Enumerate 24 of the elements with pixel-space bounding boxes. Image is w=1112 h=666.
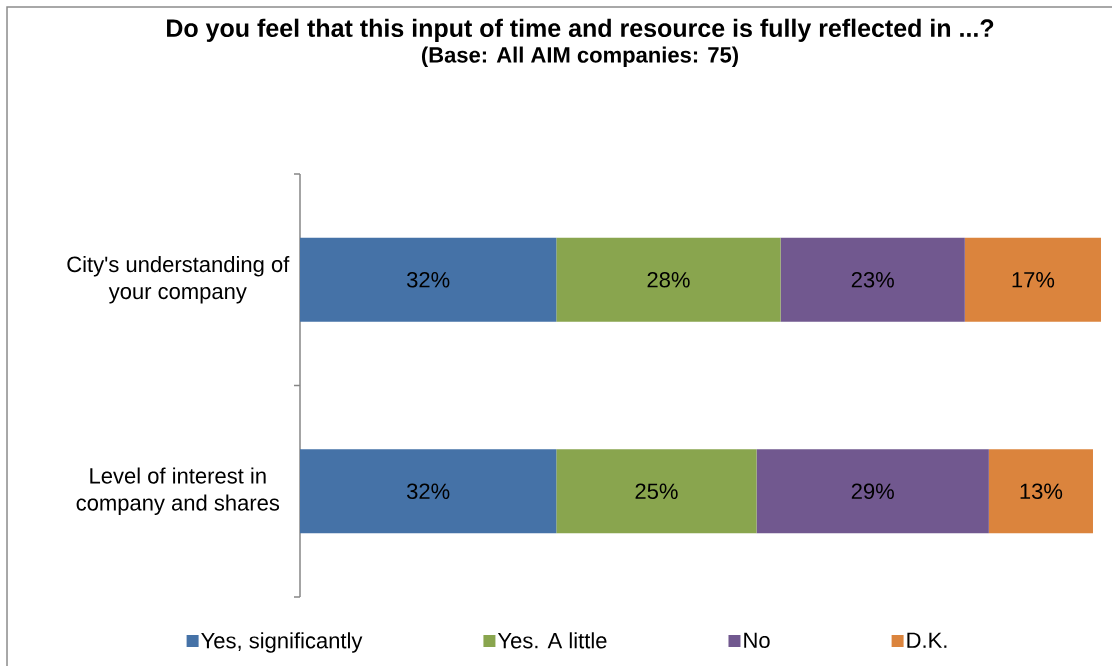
legend-label: Yes, significantly [201, 632, 363, 653]
bar [756, 449, 989, 534]
legend-label: No [744, 632, 770, 649]
legend-label: Yes. A little [497, 632, 607, 649]
legend-label: D.K. [907, 632, 947, 648]
data-label: 28% [647, 271, 690, 288]
bar [988, 449, 1093, 534]
y-tick-label: City's understanding of your company [67, 255, 290, 304]
chart-subtitle: (Base: All AIM companies: 75) [421, 46, 738, 68]
bar [556, 449, 757, 534]
bar [300, 449, 557, 534]
bar [964, 237, 1101, 322]
data-label: 23% [851, 271, 894, 288]
bar [780, 237, 965, 322]
data-label: 13% [1020, 483, 1063, 500]
data-label: 32% [406, 483, 450, 500]
data-label: 17% [1012, 272, 1055, 288]
y-tick-label: Level of interest in company and shares [76, 467, 280, 515]
chart-title: Do you feel that this input of time and resource is fully reflected in ...? [167, 18, 994, 42]
data-label: 32% [406, 271, 450, 288]
bar [556, 237, 781, 322]
data-label: 25% [635, 483, 678, 500]
data-label: 29% [851, 483, 894, 500]
bar [300, 237, 557, 322]
